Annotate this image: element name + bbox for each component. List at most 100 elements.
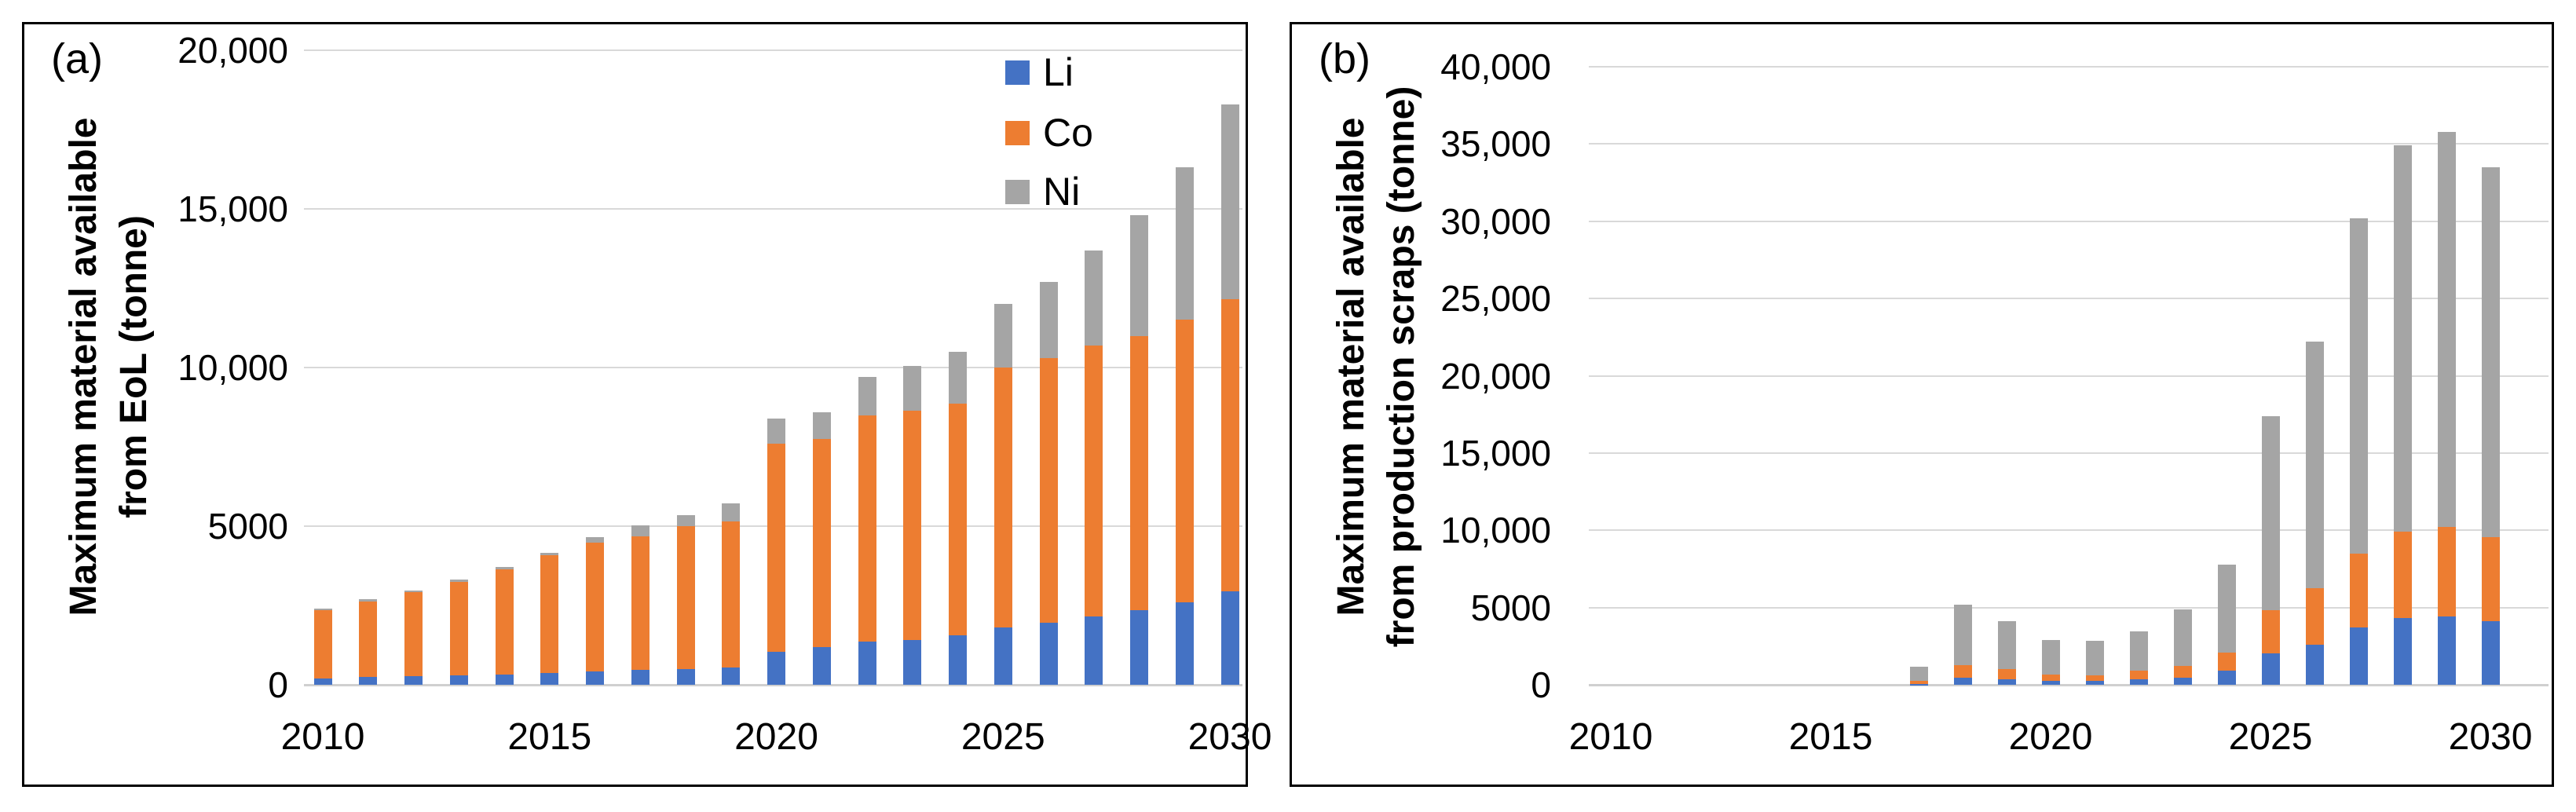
gridline-25000: [1589, 298, 2549, 300]
panel-b: (b) Maximum material available from prod…: [1290, 22, 2554, 787]
bar-segment-li-2022: [858, 642, 876, 685]
bar-segment-co-2022: [2129, 671, 2148, 680]
gridline-10000: [1589, 529, 2549, 532]
bar-segment-co-2024: [2217, 652, 2236, 671]
bar-segment-li-2017: [1909, 684, 1928, 686]
bar-segment-co-2019: [722, 521, 741, 668]
bar-segment-ni-2029: [1175, 167, 1194, 320]
bar-segment-ni-2023: [903, 365, 922, 411]
bar-segment-li-2015: [540, 672, 559, 685]
bar-segment-ni-2027: [1085, 250, 1103, 346]
bar-segment-co-2013: [449, 582, 468, 675]
bar-segment-co-2025: [993, 368, 1012, 628]
legend-label-li: Li: [1043, 50, 1074, 94]
y-tick-label-0: 0: [1531, 664, 1551, 705]
bar-segment-ni-2025: [2261, 415, 2280, 610]
bar-segment-ni-2021: [2085, 640, 2104, 675]
bar-segment-co-2016: [586, 543, 604, 672]
x-tick-label-2020: 2020: [2008, 716, 2093, 758]
x-tick-label-2030: 2030: [1187, 716, 1272, 758]
bar-segment-li-2012: [404, 676, 423, 685]
bar-segment-li-2019: [722, 667, 741, 685]
bar-segment-li-2030: [2481, 621, 2500, 685]
bar-segment-co-2012: [404, 592, 423, 677]
bar-segment-li-2028: [1130, 610, 1148, 685]
bar-segment-co-2011: [359, 601, 378, 678]
x-axis-line: [1589, 684, 2549, 686]
bar-segment-ni-2020: [767, 418, 785, 444]
bar-segment-ni-2015: [540, 552, 559, 556]
panel-a: (a) Maximum material available from EoL …: [22, 22, 1272, 787]
bar-segment-li-2010: [313, 678, 332, 685]
bar-segment-ni-2029: [2437, 131, 2456, 528]
bar-segment-ni-2020: [2041, 639, 2060, 675]
bar-segment-co-2029: [2437, 527, 2456, 617]
bar-segment-co-2017: [631, 536, 649, 671]
bar-segment-ni-2030: [1220, 104, 1239, 300]
bar-segment-co-2025: [2261, 609, 2280, 653]
y-tick-label-10000: 10,000: [177, 347, 288, 388]
bar-segment-ni-2019: [1997, 620, 2016, 670]
panel-a-label: (a): [51, 35, 103, 82]
bar-segment-ni-2010: [313, 609, 332, 611]
panel-b-label: (b): [1319, 35, 1370, 82]
bar-segment-li-2030: [1220, 591, 1239, 685]
bar-segment-co-2017: [1909, 680, 1928, 685]
gridline-10000: [304, 367, 1242, 368]
bar-segment-li-2020: [767, 651, 785, 685]
bar-segment-li-2026: [2305, 644, 2324, 685]
y-tick-label-20000: 20,000: [177, 30, 288, 71]
panel-a-plot: 0 5000 10,000 15,000 20,000 2010 2015 2020 2025 2…: [24, 24, 1272, 785]
bar-segment-ni-2023: [2173, 609, 2192, 667]
y-tick-label-15000: 15,000: [177, 188, 288, 229]
bar-segment-co-2029: [1175, 320, 1194, 602]
bar-segment-co-2027: [2349, 553, 2368, 628]
bar-segment-ni-2017: [631, 525, 649, 536]
bar-segment-co-2018: [676, 526, 695, 669]
legend-swatch-li-icon: [1005, 60, 1030, 85]
bar-segment-co-2028: [2393, 532, 2412, 619]
legend-swatch-co-icon: [1005, 121, 1030, 145]
x-tick-label-2015: 2015: [1788, 716, 1873, 758]
x-tick-label-2010: 2010: [1568, 716, 1653, 758]
bar-segment-ni-2030: [2481, 166, 2500, 538]
bar-segment-co-2024: [949, 404, 967, 636]
bar-segment-co-2023: [2173, 666, 2192, 678]
bar-segment-li-2013: [449, 675, 468, 685]
bar-segment-li-2018: [676, 668, 695, 685]
bar-segment-co-2027: [1085, 345, 1103, 617]
bar-segment-co-2010: [313, 610, 332, 678]
bar-segment-li-2027: [2349, 627, 2368, 685]
bar-segment-co-2030: [2481, 537, 2500, 622]
bar-segment-li-2024: [2217, 671, 2236, 685]
x-tick-label-2025: 2025: [961, 716, 1045, 758]
bar-segment-li-2021: [812, 646, 831, 685]
bar-segment-li-2025: [2261, 653, 2280, 685]
bar-segment-ni-2019: [722, 503, 741, 521]
bar-segment-ni-2018: [1953, 604, 1972, 665]
y-tick-label-10000: 10,000: [1440, 510, 1551, 551]
gridline-15000: [1589, 452, 2549, 454]
bar-segment-ni-2026: [1039, 281, 1058, 358]
bar-segment-ni-2012: [404, 591, 423, 593]
bar-segment-co-2022: [858, 415, 876, 642]
bar-segment-co-2020: [2041, 675, 2060, 681]
bar-segment-li-2029: [1175, 602, 1194, 685]
bar-segment-ni-2024: [949, 351, 967, 404]
legend-label-ni: Ni: [1043, 170, 1081, 214]
bar-segment-li-2017: [631, 670, 649, 685]
bar-segment-ni-2028: [2393, 145, 2412, 532]
y-tick-label-0: 0: [268, 664, 288, 705]
bar-segment-li-2023: [2173, 677, 2192, 685]
bar-segment-co-2019: [1997, 669, 2016, 679]
bar-segment-li-2026: [1039, 623, 1058, 685]
bar-segment-ni-2025: [993, 304, 1012, 368]
bar-segment-li-2023: [903, 640, 922, 685]
bar-segment-ni-2013: [449, 580, 468, 583]
y-tick-label-15000: 15,000: [1440, 432, 1551, 474]
x-tick-label-2030: 2030: [2448, 716, 2533, 758]
bar-segment-co-2021: [812, 438, 831, 647]
bar-segment-li-2021: [2085, 681, 2104, 685]
y-tick-label-5000: 5000: [1470, 587, 1551, 628]
